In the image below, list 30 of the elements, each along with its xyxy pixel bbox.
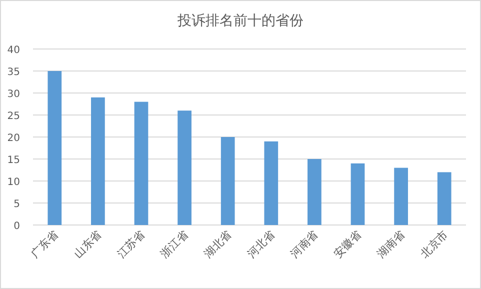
x-tick-label: 江苏省 — [114, 228, 148, 260]
bar — [437, 172, 452, 225]
y-tick-label: 0 — [14, 221, 20, 232]
bar — [220, 137, 235, 225]
x-tick-label: 浙江省 — [158, 228, 191, 260]
x-tick-label: 湖北省 — [201, 228, 234, 260]
x-tick-label: 安徽省 — [331, 228, 364, 260]
x-tick-label: 湖南省 — [374, 228, 408, 260]
x-tick-label: 河南省 — [288, 228, 321, 260]
bar — [308, 159, 322, 225]
x-tick-label: 北京市 — [418, 228, 450, 260]
y-tick-label: 25 — [7, 111, 20, 122]
y-tick-label: 5 — [14, 199, 20, 210]
x-tick-label: 广东省 — [28, 228, 61, 260]
bar — [134, 102, 148, 225]
bar — [394, 168, 408, 225]
bar — [91, 97, 105, 225]
bar — [48, 71, 62, 225]
y-tick-label: 35 — [7, 67, 20, 78]
y-tick-label: 15 — [7, 155, 20, 166]
x-tick-label: 山东省 — [72, 228, 104, 260]
chart-title: 投诉排名前十的省份 — [176, 13, 304, 29]
y-tick-label: 10 — [7, 177, 20, 188]
bar — [178, 110, 192, 225]
x-tick-label: 河北省 — [244, 228, 278, 260]
y-tick-label: 20 — [7, 133, 20, 144]
bar — [350, 163, 365, 225]
bar — [264, 141, 278, 225]
y-tick-label: 40 — [7, 45, 20, 56]
y-tick-label: 30 — [7, 89, 20, 100]
